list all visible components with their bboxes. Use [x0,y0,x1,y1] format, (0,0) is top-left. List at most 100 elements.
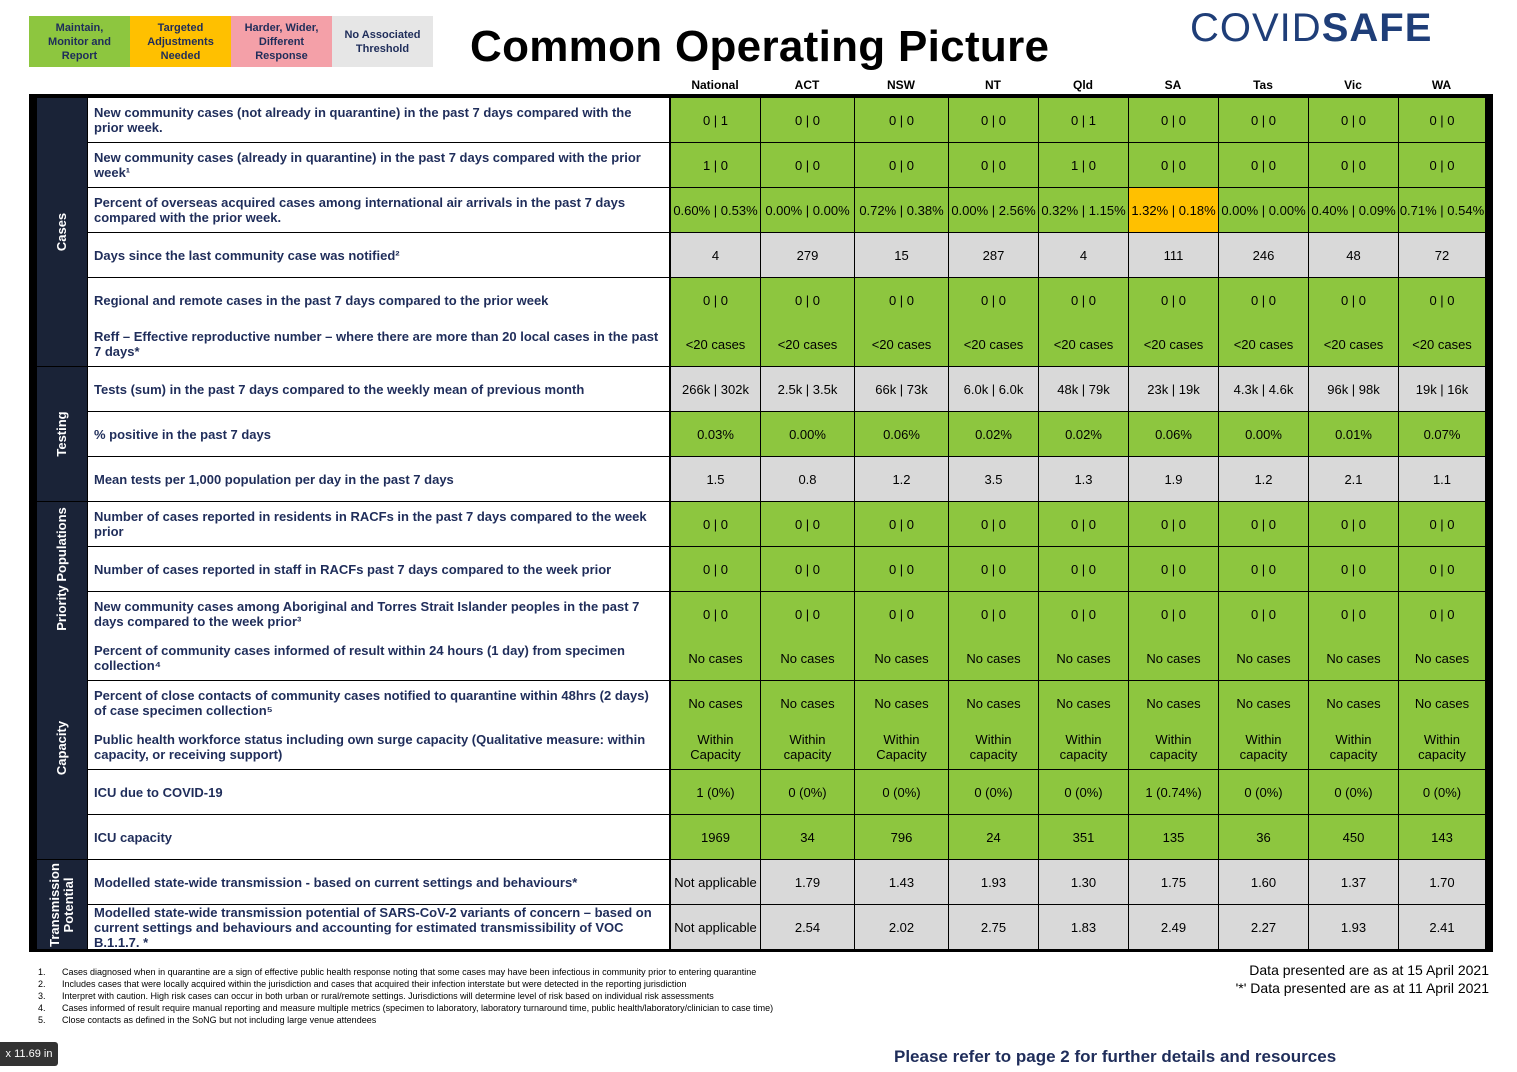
table-cell: 266k | 302k [671,367,760,411]
table-cell: <20 cases [1399,322,1485,366]
footnote: 3. Interpret with caution. High risk case… [38,990,773,1002]
table-cell: 0 (0%) [1219,770,1308,814]
table-cell: 1.2 [1219,457,1308,501]
table-cell: 2.54 [761,905,854,949]
table-cell: 135 [1129,815,1218,859]
table-cell: 0 | 0 [949,547,1038,591]
row-label: New community cases (already in quaranti… [88,143,669,187]
table-cell: 0.02% [949,412,1038,456]
table-cell: 0 (0%) [1309,770,1398,814]
column-header-vic: Vic [1344,78,1362,92]
table-cell: 0 | 0 [1399,143,1485,187]
table-cell: 0 (0%) [1399,770,1485,814]
table-cell: 287 [949,233,1038,277]
table-cell: 0 | 0 [1399,592,1485,636]
table-cell: 0 | 0 [1399,547,1485,591]
table-cell: 0 | 0 [1309,592,1398,636]
table-cell: 0.8 [761,457,854,501]
table-cell: 0 | 0 [761,98,854,142]
table-cell: 351 [1039,815,1128,859]
table-cell: 19k | 16k [1399,367,1485,411]
table-cell: 0 | 0 [855,143,948,187]
table-cell: No cases [1219,636,1308,680]
table-cell: 66k | 73k [855,367,948,411]
table-cell: Within capacity [949,725,1038,769]
table-cell: 0 (0%) [761,770,854,814]
table-cell: 0.40% | 0.09% [1309,188,1398,232]
data-dates: Data presented are as at 15 April 2021 '… [1236,961,1489,997]
column-header-wa: WA [1431,78,1452,92]
table-cell: 0.00% [761,412,854,456]
section-transmission-potential: Transmission Potential [37,860,87,949]
section-label: Transmission Potential [47,862,76,947]
table-cell: 0 | 0 [949,278,1038,322]
row-label: Days since the last community case was n… [88,233,669,277]
table-cell: 0 | 0 [671,592,760,636]
footnote-number: 5. [38,1015,46,1025]
table-cell: 0 | 0 [1129,547,1218,591]
table-cell: 0 | 0 [761,502,854,546]
table-cell: 0.00% | 2.56% [949,188,1038,232]
legend: Maintain, Monitor and Report Targeted Ad… [29,16,433,67]
table-cell: Within capacity [1039,725,1128,769]
legend-green: Maintain, Monitor and Report [29,16,130,67]
table-cell: 4.3k | 4.6k [1219,367,1308,411]
table-cell: 0.32% | 1.15% [1039,188,1128,232]
table-cell: 246 [1219,233,1308,277]
table-cell: 0 (0%) [949,770,1038,814]
row-label: ICU capacity [88,815,669,859]
footnotes: 1. Cases diagnosed when in quarantine are… [38,966,773,1026]
table-cell: Within capacity [1219,725,1308,769]
table-cell: 0 | 1 [671,98,760,142]
section-cases: Cases [37,98,87,366]
table-cell: <20 cases [1129,322,1218,366]
column-header-national: National [691,78,739,92]
table-cell: 0 | 0 [1039,592,1128,636]
table-cell: <20 cases [949,322,1038,366]
table-cell: 1.79 [761,860,854,904]
section-testing: Testing [37,367,87,501]
row-label: Mean tests per 1,000 population per day … [88,457,669,501]
table-cell: 1.1 [1399,457,1485,501]
table-cell: 0 | 0 [671,547,760,591]
column-header-nt: NT [985,78,1001,92]
table-cell: 0 | 0 [855,278,948,322]
table-cell: 0 | 0 [1309,547,1398,591]
table-cell: 1969 [671,815,760,859]
table-cell: 15 [855,233,948,277]
table-cell: 0 | 0 [855,98,948,142]
table-cell: <20 cases [1039,322,1128,366]
table-cell: 0 | 0 [1039,278,1128,322]
row-label: Regional and remote cases in the past 7 … [88,278,669,322]
table-cell: No cases [1309,681,1398,725]
date-line-2: '*' Data presented are as at 11 April 20… [1235,980,1489,996]
table-cell: 96k | 98k [1309,367,1398,411]
table-cell: 0.01% [1309,412,1398,456]
table-cell: 0 | 0 [1399,278,1485,322]
table-cell: 0 | 1 [1039,98,1128,142]
date-line-1: Data presented are as at 15 April 2021 [1249,962,1489,978]
table-cell: 0 | 0 [1219,502,1308,546]
table-cell: 0 | 0 [1309,98,1398,142]
table-cell: 0.00% [1219,412,1308,456]
table-cell: 36 [1219,815,1308,859]
brand-part2: SAFE [1321,6,1433,50]
column-header-nsw: NSW [887,78,915,92]
row-label: New community cases among Aboriginal and… [88,592,669,636]
table-cell: Not applicable [671,905,760,949]
table-cell: 0 | 0 [855,592,948,636]
table-cell: 2.49 [1129,905,1218,949]
footnote-number: 4. [38,1003,46,1013]
table-cell: No cases [761,636,854,680]
refer-note: Please refer to page 2 for further detai… [894,1047,1337,1066]
dimension-badge: x 11.69 in [0,1042,58,1066]
table-cell: 1.43 [855,860,948,904]
table-cell: 0.00% | 0.00% [1219,188,1308,232]
row-label: Percent of overseas acquired cases among… [88,188,669,232]
table-cell: No cases [1399,636,1485,680]
table-cell: No cases [1219,681,1308,725]
table-cell: Within capacity [1129,725,1218,769]
table-cell: 0 | 0 [761,143,854,187]
row-label: Tests (sum) in the past 7 days compared … [88,367,669,411]
table-cell: 1.60 [1219,860,1308,904]
